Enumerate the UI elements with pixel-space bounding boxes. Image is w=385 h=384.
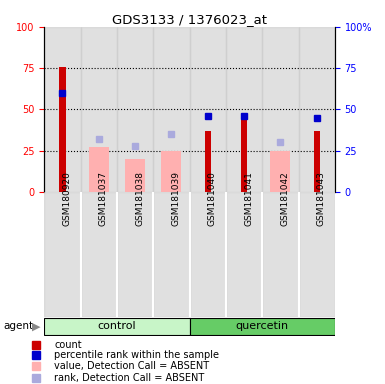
- Text: GSM181037: GSM181037: [99, 171, 108, 226]
- Text: GSM181040: GSM181040: [208, 171, 217, 226]
- Bar: [153, 27, 189, 192]
- Bar: [262, 27, 299, 192]
- Text: ▶: ▶: [32, 321, 40, 331]
- Bar: [204, 131, 211, 192]
- Text: GSM180920: GSM180920: [62, 171, 72, 226]
- Text: control: control: [98, 321, 136, 331]
- Bar: [270, 151, 290, 192]
- Text: GSM181039: GSM181039: [171, 171, 181, 226]
- Bar: [299, 27, 335, 192]
- Bar: [59, 66, 66, 192]
- Text: count: count: [54, 340, 82, 350]
- Bar: [226, 27, 262, 192]
- Text: percentile rank within the sample: percentile rank within the sample: [54, 351, 219, 361]
- Bar: [89, 147, 109, 192]
- Bar: [190, 192, 226, 317]
- Title: GDS3133 / 1376023_at: GDS3133 / 1376023_at: [112, 13, 267, 26]
- Text: agent: agent: [4, 321, 34, 331]
- Text: quercetin: quercetin: [236, 321, 289, 331]
- Text: GSM181038: GSM181038: [135, 171, 144, 226]
- FancyBboxPatch shape: [190, 318, 335, 335]
- Bar: [80, 192, 117, 317]
- Bar: [44, 192, 80, 317]
- FancyBboxPatch shape: [44, 318, 190, 335]
- Bar: [241, 118, 248, 192]
- Text: value, Detection Call = ABSENT: value, Detection Call = ABSENT: [54, 361, 209, 371]
- Text: GSM181041: GSM181041: [244, 171, 253, 226]
- Bar: [117, 27, 153, 192]
- Bar: [226, 192, 262, 317]
- Bar: [262, 192, 299, 317]
- Bar: [299, 192, 335, 317]
- Bar: [117, 192, 153, 317]
- Text: rank, Detection Call = ABSENT: rank, Detection Call = ABSENT: [54, 372, 204, 382]
- Bar: [125, 159, 145, 192]
- Text: GSM181042: GSM181042: [280, 171, 290, 226]
- Bar: [313, 131, 320, 192]
- Text: GSM181043: GSM181043: [317, 171, 326, 226]
- Bar: [161, 151, 181, 192]
- Bar: [190, 27, 226, 192]
- Bar: [80, 27, 117, 192]
- Bar: [44, 27, 80, 192]
- Bar: [153, 192, 189, 317]
